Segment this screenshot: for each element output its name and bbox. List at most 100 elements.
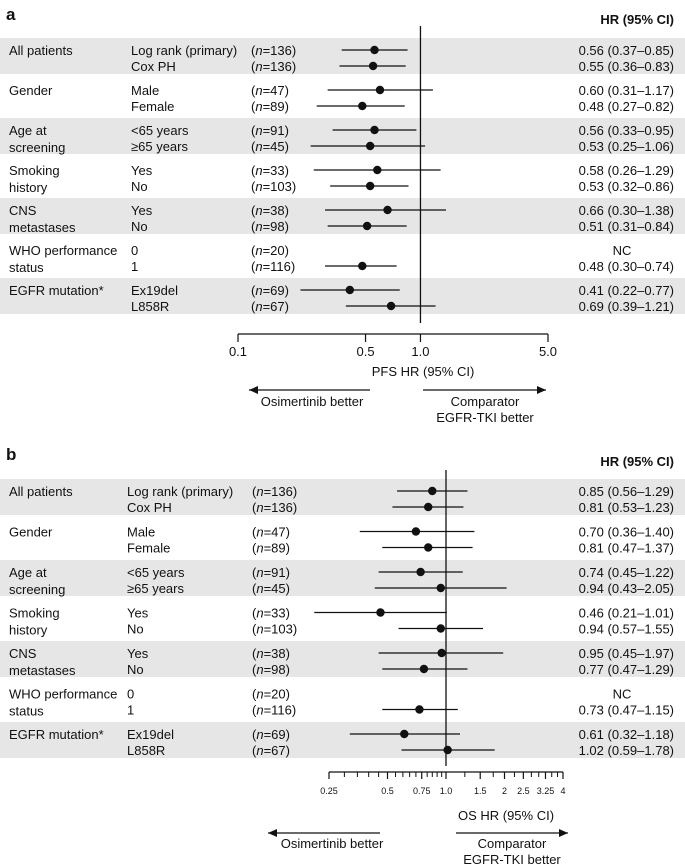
panel-b-hr-header: HR (95% CI) [600, 454, 674, 469]
panel-a-hr-text-6-0: 0.41 (0.22–0.77) [579, 283, 674, 298]
panel-b-tick-label-8: 4 [560, 786, 565, 796]
panel-a-group-label-1-0: Gender [9, 83, 53, 98]
panel-a-hr-text-0-0: 0.56 (0.37–0.85) [579, 43, 674, 58]
panel-b-n-label-2-1: (n=45) [252, 581, 290, 596]
panel-b-row-band-6 [0, 722, 685, 758]
panel-a-n-label-4-1: (n=98) [251, 219, 289, 234]
panel-a-subgroup-label-5-0: 0 [131, 243, 138, 258]
panel-a-group-label-2-0: Age at [9, 123, 47, 138]
panel-a-hr-text-4-1: 0.51 (0.31–0.84) [579, 219, 674, 234]
panel-a-group-label-4-0: CNS [9, 203, 37, 218]
panel-a-group-label-3-1: history [9, 180, 48, 195]
panel-a-hr-text-6-1: 0.69 (0.39–1.21) [579, 299, 674, 314]
panel-a-subgroup-label-6-1: L858R [131, 299, 169, 314]
panel-a-hr-point-4-0 [383, 205, 392, 215]
panel-a-hr-point-3-1 [365, 181, 375, 191]
panel-a-right-arrow-head [537, 386, 546, 394]
panel-a-n-label-0-1: (n=136) [251, 59, 296, 74]
panel-b-hr-point-0-1 [424, 502, 433, 512]
panel-b-hr-text-5-0: NC [613, 687, 632, 702]
panel-a-favors-left-0: Osimertinib better [261, 394, 364, 409]
panel-b-group-label-0-0: All patients [9, 484, 73, 499]
panel-b-group-label-5-1: status [9, 704, 44, 719]
panel-a-n-label-3-1: (n=103) [251, 179, 296, 194]
panel-b-n-label-3-0: (n=33) [252, 606, 290, 621]
panel-b-tick-label-3: 1.0 [440, 786, 453, 796]
panel-a-favors-right-0: Comparator [451, 394, 520, 409]
panel-b-group-label-2-1: screening [9, 582, 65, 597]
panel-a-group-label-5-1: status [9, 260, 44, 275]
panel-b-hr-text-0-1: 0.81 (0.53–1.23) [579, 500, 674, 515]
panel-b-tick-label-6: 2.5 [517, 786, 530, 796]
panel-a-left-arrow-head [249, 386, 258, 394]
panel-a-hr-point-0-0 [370, 45, 379, 55]
panel-b-group-label-6-0: EGFR mutation* [9, 727, 104, 742]
panel-a-hr-text-5-0: NC [613, 243, 632, 258]
panel-a-n-label-1-0: (n=47) [251, 83, 289, 98]
panel-a-n-label-3-0: (n=33) [251, 163, 289, 178]
panel-a-subgroup-label-2-0: <65 years [131, 123, 189, 138]
panel-b-hr-point-3-1 [436, 624, 445, 633]
panel-b-group-label-4-0: CNS [9, 646, 37, 661]
panel-a-subgroup-label-2-1: ≥65 years [131, 139, 188, 154]
panel-b-label: b [6, 445, 16, 464]
panel-b-hr-text-2-1: 0.94 (0.43–2.05) [579, 581, 674, 596]
panel-a-subgroup-label-5-1: 1 [131, 259, 138, 274]
panel-a-subgroup-label-4-0: Yes [131, 203, 153, 218]
panel-a-hr-header: HR (95% CI) [600, 12, 674, 27]
panel-a-subgroup-label-6-0: Ex19del [131, 283, 178, 298]
panel-a-n-label-4-0: (n=38) [251, 203, 289, 218]
panel-b-axis-label: OS HR (95% CI) [458, 808, 554, 823]
panel-a-axis-label: PFS HR (95% CI) [372, 364, 475, 379]
panel-a-hr-text-1-1: 0.48 (0.27–0.82) [579, 99, 674, 114]
panel-b-n-label-1-0: (n=47) [252, 525, 290, 540]
panel-b-tick-label-4: 1.5 [474, 786, 487, 796]
panel-a-group-label-2-1: screening [9, 140, 65, 155]
panel-a-subgroup-label-0-1: Cox PH [131, 59, 176, 74]
panel-b-n-label-5-0: (n=20) [252, 687, 290, 702]
panel-a-tick-label-1: 0.5 [356, 344, 374, 359]
panel-b-subgroup-label-2-0: <65 years [127, 565, 185, 580]
panel-b-group-label-4-1: metastases [9, 663, 76, 678]
panel-b-subgroup-label-1-1: Female [127, 541, 170, 556]
panel-a-subgroup-label-4-1: No [131, 219, 148, 234]
panel-a-n-label-2-1: (n=45) [251, 139, 289, 154]
panel-b-hr-point-0-0 [428, 486, 437, 496]
panel-b-tick-label-7: 3.25 [537, 786, 555, 796]
panel-a-n-label-2-0: (n=91) [251, 123, 289, 138]
panel-b-n-label-1-1: (n=89) [252, 541, 290, 556]
panel-b-hr-point-4-0 [437, 648, 446, 658]
panel-b-subgroup-label-3-1: No [127, 622, 144, 637]
panel-a-n-label-6-1: (n=67) [251, 299, 289, 314]
panel-a-tick-label-3: 5.0 [539, 344, 557, 359]
panel-b-subgroup-label-6-1: L858R [127, 743, 165, 758]
panel-b-tick-label-0: 0.25 [320, 786, 338, 796]
panel-b-hr-text-4-1: 0.77 (0.47–1.29) [579, 662, 674, 677]
panel-b-n-label-4-0: (n=38) [252, 646, 290, 661]
panel-b-hr-text-5-1: 0.73 (0.47–1.15) [579, 703, 674, 718]
panel-a-subgroup-label-3-0: Yes [131, 163, 153, 178]
panel-a-subgroup-label-0-0: Log rank (primary) [131, 43, 237, 58]
panel-b-row-band-0 [0, 479, 685, 515]
panel-a-hr-point-6-0 [345, 285, 355, 295]
panel-a-hr-point-1-1 [358, 101, 367, 111]
panel-b-subgroup-label-5-1: 1 [127, 703, 134, 718]
panel-a-row-band-4 [0, 198, 685, 234]
panel-a-group-label-0-0: All patients [9, 43, 73, 58]
panel-a-n-label-5-0: (n=20) [251, 243, 289, 258]
panel-a-n-label-5-1: (n=116) [251, 259, 295, 274]
panel-b-row-band-4 [0, 641, 685, 677]
panel-b-favors-left-0: Osimertinib better [281, 836, 384, 851]
panel-b-hr-text-3-0: 0.46 (0.21–1.01) [579, 606, 674, 621]
panel-a-hr-text-5-1: 0.48 (0.30–0.74) [579, 259, 674, 274]
panel-b-subgroup-label-0-0: Log rank (primary) [127, 484, 233, 499]
panel-b-right-arrow-head [559, 829, 568, 837]
panel-b-tick-label-2: 0.75 [413, 786, 431, 796]
panel-a-group-label-6-0: EGFR mutation* [9, 283, 104, 298]
panel-b-group-label-1-0: Gender [9, 525, 53, 540]
panel-a-hr-point-1-0 [375, 85, 385, 95]
panel-b-n-label-4-1: (n=98) [252, 662, 290, 677]
panel-b-hr-point-3-0 [376, 608, 385, 617]
panel-b-hr-text-2-0: 0.74 (0.45–1.22) [579, 565, 674, 580]
